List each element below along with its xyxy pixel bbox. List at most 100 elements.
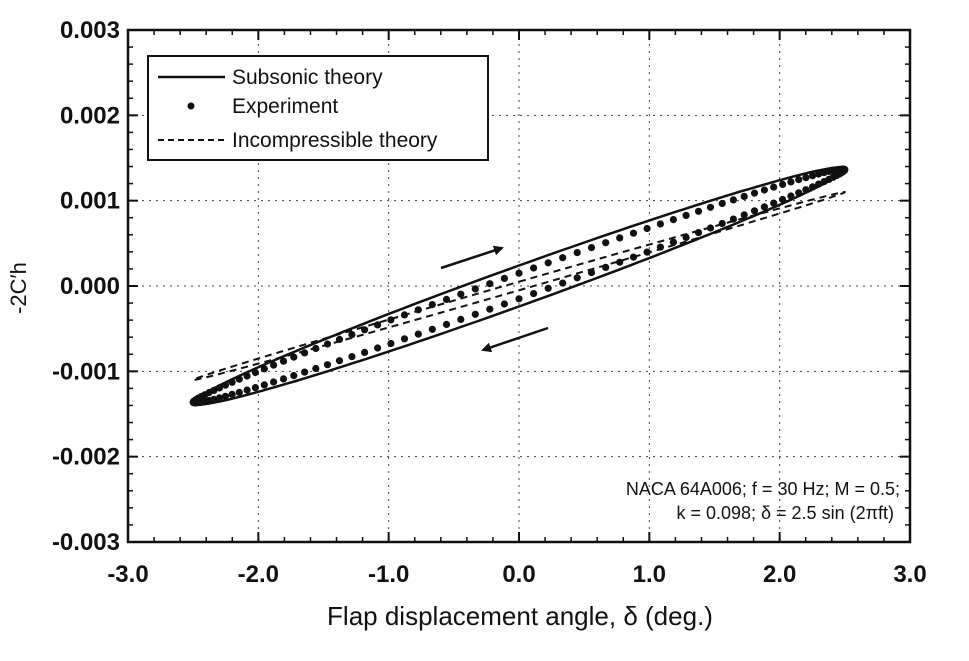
experiment-point (215, 384, 223, 392)
experiment-point (374, 321, 382, 329)
experiment-point (457, 315, 465, 323)
experiment-point (279, 375, 288, 383)
plot-series (189, 165, 849, 407)
experiment-point (428, 325, 436, 333)
experiment-point (530, 290, 538, 298)
experiment-point (400, 335, 409, 343)
experiment-point (243, 372, 251, 380)
experiment-point (718, 219, 726, 228)
experiment-point (750, 207, 759, 215)
experiment-point (629, 253, 638, 261)
experiment-point (279, 357, 288, 365)
experiment-point (312, 364, 320, 373)
annotation-line-1: NACA 64A006; f = 30 Hz; M = 0.5; (626, 479, 900, 499)
legend-marker-experiment (187, 102, 195, 110)
experiment-point (815, 180, 823, 188)
experiment-point (779, 180, 787, 188)
experiment-point (515, 295, 523, 303)
experiment-point (795, 189, 803, 197)
experiment-point (729, 196, 738, 204)
y-tick-label: 0.002 (60, 102, 120, 129)
experiment-point (706, 203, 715, 211)
arrow-lower-left (481, 326, 549, 353)
experiment-point (573, 274, 581, 282)
experiment-point (471, 310, 479, 318)
experiment-point (228, 378, 236, 386)
experiment-point (221, 381, 229, 389)
experiment-point (587, 244, 596, 252)
experiment-point (820, 178, 828, 186)
experiment-point (629, 229, 638, 237)
arrow-upper-right (440, 245, 504, 270)
experiment-point (669, 238, 678, 246)
experiment-point (544, 284, 552, 292)
experiment-point (215, 394, 223, 402)
experiment-point (387, 339, 395, 348)
experiment-point (559, 279, 567, 287)
experiment-point (809, 183, 817, 191)
experiment-point (442, 295, 451, 303)
experiment-point (682, 211, 690, 219)
legend-box (147, 55, 489, 161)
y-tick-label: -0.002 (52, 444, 120, 471)
y-axis-title: -2C′h (6, 262, 31, 314)
experiment-point (515, 269, 523, 277)
x-axis-title: Flap displacement angle, δ (deg.) (327, 601, 713, 631)
experiment-point (559, 254, 567, 262)
experiment-point (348, 331, 356, 339)
experiment-point (616, 258, 624, 266)
annotation-line-2: k = 0.098; δ = 2.5 sin (2πft) (676, 503, 894, 523)
experiment-point (457, 290, 465, 298)
experiment-point (235, 375, 243, 383)
x-tick-label: 0.0 (502, 561, 535, 588)
y-tick-label: -0.003 (52, 529, 120, 556)
experiment-point (779, 195, 787, 204)
experiment-point (815, 170, 823, 178)
experiment-point (740, 211, 748, 219)
experiment-point (228, 390, 236, 398)
experiment-point (602, 239, 610, 247)
experiment-point (414, 330, 422, 338)
legend-label-experiment: Experiment (232, 95, 338, 118)
incompressible-theory-line (191, 190, 847, 382)
experiment-point (802, 174, 810, 182)
experiment-point (530, 264, 538, 272)
experiment-point (500, 274, 508, 282)
experiment-point (694, 207, 703, 215)
experiment-point (795, 176, 803, 184)
y-tick-label: 0.000 (60, 273, 120, 300)
x-tick-label: -1.0 (368, 561, 409, 588)
experiment-point (770, 199, 778, 207)
legend-label-subsonic: Subsonic theory (232, 66, 383, 89)
experiment-point (809, 172, 817, 180)
experiment-point (348, 353, 356, 361)
experiment-point (500, 300, 508, 308)
x-tick-label: -3.0 (107, 561, 148, 588)
x-tick-label: 2.0 (763, 561, 796, 588)
x-tick-label: 1.0 (633, 561, 666, 588)
legend-label-incompressible: Incompressible theory (232, 129, 438, 152)
experiment-point (760, 186, 769, 194)
experiment-point (323, 361, 332, 369)
experiment-point (301, 368, 309, 376)
experiment-point (760, 203, 769, 211)
experiment-point (251, 368, 259, 377)
experiment-point (270, 361, 278, 369)
experiment-point (656, 220, 665, 228)
y-tick-label: -0.001 (52, 358, 120, 385)
legend: Subsonic theory Experiment Incompressibl… (147, 55, 489, 161)
experiment-point (544, 259, 552, 267)
experiment-point (210, 386, 218, 394)
experiment-point (221, 392, 229, 400)
conditions-annotation: NACA 64A006; f = 30 Hz; M = 0.5; k = 0.0… (626, 479, 900, 523)
axis-ticks: -3.0 -2.0 -1.0 0.0 1.0 2.0 3.0 -0.003 -0.002 -0.0… (52, 17, 927, 588)
experiment-point (260, 365, 268, 373)
y-tick-label: 0.001 (60, 188, 120, 215)
experiment-point (750, 189, 759, 197)
experiment-point (718, 199, 726, 208)
experiment-point (486, 280, 494, 288)
experiment-point (251, 384, 259, 392)
experiment-point (787, 192, 795, 200)
experiment-point (361, 348, 369, 356)
